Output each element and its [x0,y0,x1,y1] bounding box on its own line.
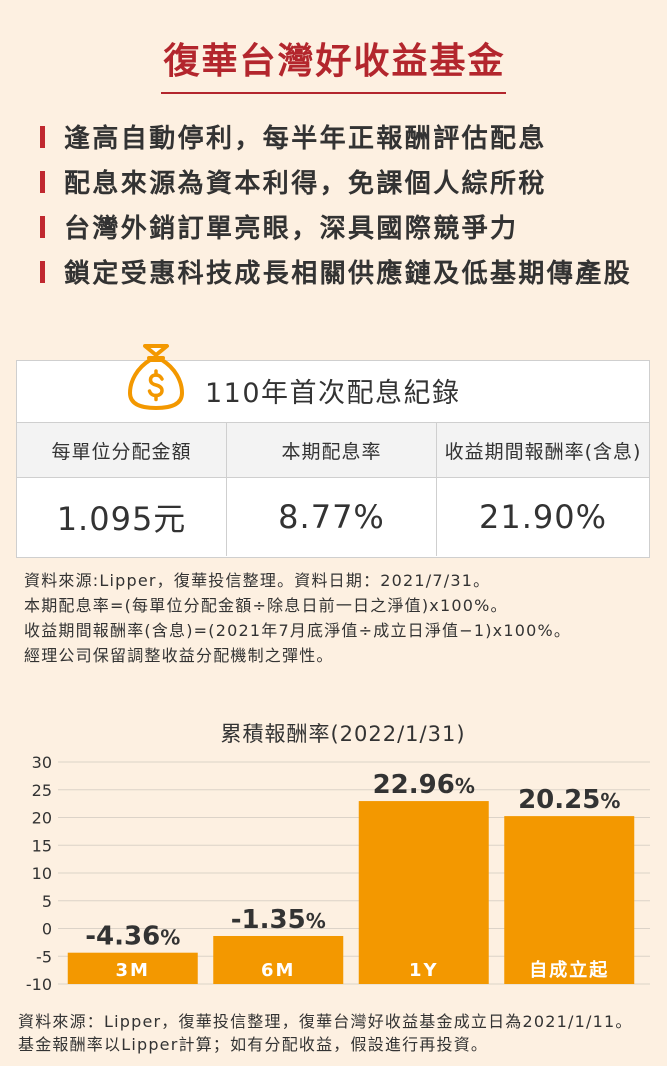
feature-list: 逢高自動停利，每半年正報酬評估配息 配息來源為資本利得，免課個人綜所稅 台灣外銷… [40,114,632,294]
bar-category-label: 1Y [409,960,439,981]
note-line: 收益期間報酬率(含息)=(2021年7月底淨值÷成立日淨值−1)x100%。 [24,621,572,640]
chart-title: 累積報酬率(2022/1/31) [220,722,465,746]
y-tick-label: 15 [32,836,52,855]
table-header-cell: 每單位分配金額 [17,423,227,477]
table-value-cell: 8.77% [227,478,437,556]
bar-value-unit: % [600,789,620,813]
cumulative-return-chart: 累積報酬率(2022/1/31) 30 25 20 15 10 5 0 -5 -10 -4.36%… [26,722,650,994]
table-header-row: 每單位分配金額 本期配息率 收益期間報酬率(含息) [17,423,649,478]
bullet-bar [40,260,45,283]
bar [213,935,344,984]
bar [504,816,635,984]
bar-category-label: 自成立起 [529,959,609,981]
feature-item: 配息來源為資本利得，免課個人綜所稅 [40,159,632,204]
table-title: 110年首次配息紀錄 [205,378,461,409]
money-bag-icon [125,343,187,411]
table-value-cell: 1.095元 [17,478,227,556]
bar-value-unit: % [455,774,475,798]
bullet-bar [40,125,45,148]
bar-category-label: 6M [261,960,295,981]
bar [67,952,198,984]
y-tick-label: 0 [42,920,52,939]
table-header-cell: 本期配息率 [227,423,437,477]
bar-value-number: -4.36 [85,922,160,952]
table-header-cell: 收益期間報酬率(含息) [444,440,642,463]
bullet-bar [40,215,45,238]
table-value-cell: 21.90% [478,498,607,536]
feature-text: 配息來源為資本利得，免課個人綜所稅 [64,169,547,199]
bar [358,801,489,984]
y-tick-label: 5 [42,892,52,911]
feature-item: 鎖定受惠科技成長相關供應鏈及低基期傳產股 [40,249,632,294]
bar-value-unit: % [306,909,326,933]
feature-text: 台灣外銷訂單亮眼，深具國際競爭力 [64,214,519,244]
y-tick-label: 10 [32,864,52,883]
bar-value-label: 20.25% [518,785,620,815]
bar-value-label: -1.35% [231,905,326,935]
y-tick-label: -10 [26,975,52,994]
y-tick-label: 25 [32,781,52,800]
table-title-row: 110年首次配息紀錄 [17,361,649,423]
dividend-table: 110年首次配息紀錄 每單位分配金額 本期配息率 收益期間報酬率(含息) 1.0… [16,360,650,558]
table-value-row: 1.095元 8.77% 21.90% [17,478,649,556]
bar-category-label: 3M [116,960,150,981]
feature-item: 逢高自動停利，每半年正報酬評估配息 [40,114,632,159]
note-line: 資料來源:Lipper，復華投信整理。資料日期：2021/7/31。 [24,571,491,590]
footer-notes: 資料來源：Lipper，復華投信整理，復華台灣好收益基金成立日為2021/1/1… [18,1010,633,1056]
bar-value-unit: % [160,926,180,950]
y-tick-label: -5 [36,947,52,966]
bar-value-number: -1.35 [231,905,306,935]
feature-text: 鎖定受惠科技成長相關供應鏈及低基期傳產股 [64,259,633,289]
bar-value-number: 22.96 [373,770,455,800]
table-notes: 資料來源:Lipper，復華投信整理。資料日期：2021/7/31。 本期配息率… [24,568,571,668]
feature-item: 台灣外銷訂單亮眼，深具國際競爭力 [40,204,632,249]
bar-value-label: -4.36% [85,922,180,952]
feature-text: 逢高自動停利，每半年正報酬評估配息 [64,124,547,154]
page-title: 復華台灣好收益基金 [161,40,506,94]
bar-value-label: 22.96% [373,770,475,800]
y-tick-label: 20 [32,809,52,828]
title-block: 復華台灣好收益基金 [0,40,667,94]
bullet-bar [40,170,45,193]
bar-value-number: 20.25 [518,785,600,815]
footer-line: 資料來源：Lipper，復華投信整理，復華台灣好收益基金成立日為2021/1/1… [18,1012,633,1031]
footer-line: 基金報酬率以Lipper計算；如有分配收益，假設進行再投資。 [18,1035,489,1054]
y-tick-label: 30 [32,753,52,772]
note-line: 本期配息率=(每單位分配金額÷除息日前一日之淨值)x100%。 [24,596,508,615]
note-line: 經理公司保留調整收益分配機制之彈性。 [24,646,334,665]
